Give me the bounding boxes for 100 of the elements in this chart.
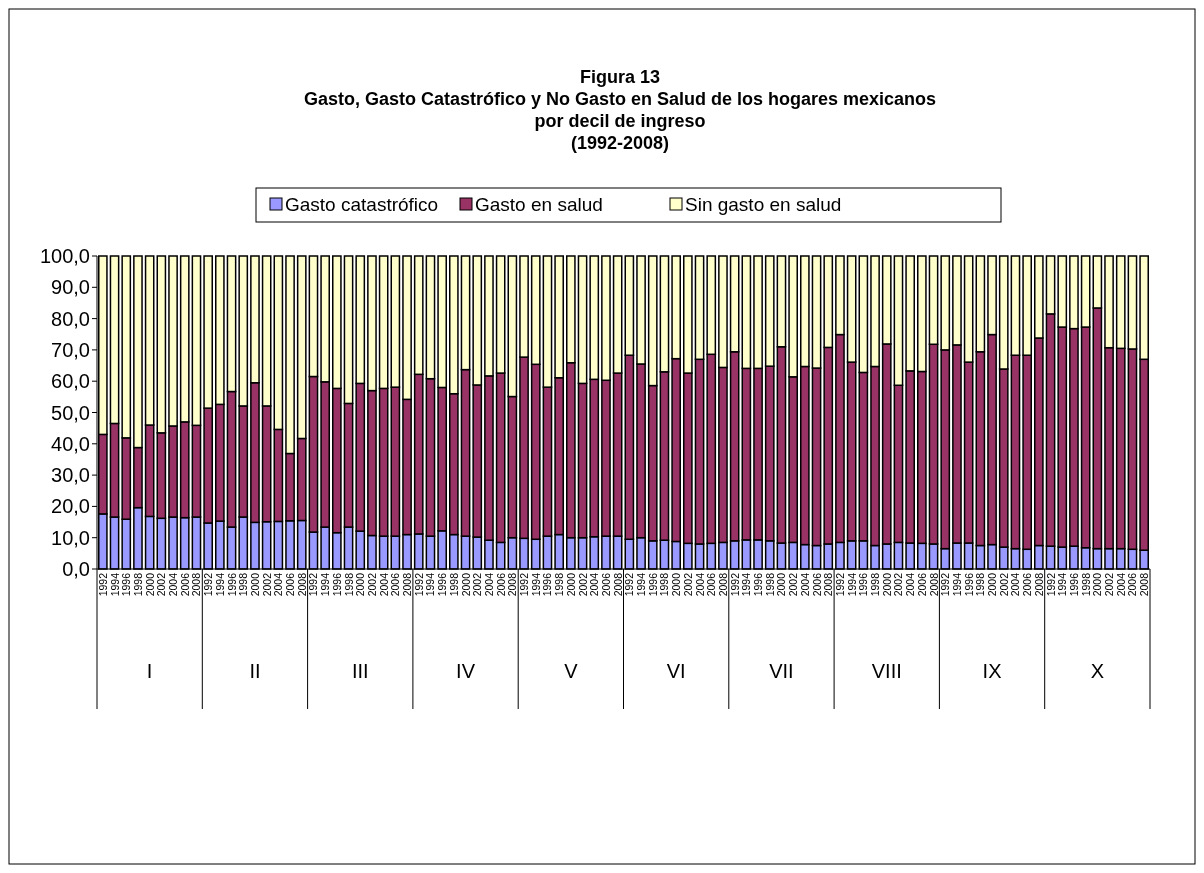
x-tick-label: 2006 [705,572,718,597]
x-tick-label: 2008 [716,572,729,597]
text: III [351,660,369,682]
chart-title: Figura 13 Gasto, Gasto Catastrófico y No Gasto en Salud de los hogares mexicanos por decil de ingreso (1992-2008) [303,67,937,153]
x-tick-label: 1996 [752,572,765,597]
x-tick-label: 1998 [553,572,566,597]
x-tick-label: 1994 [213,572,226,597]
y-tick-label: 40,0 [51,432,90,455]
x-tick-label: 2004 [377,572,390,597]
x-tick-label: 2008 [822,572,835,597]
x-tick-label: 2004 [167,572,180,597]
y-tick-label: 50,0 [51,401,90,424]
text: VIII [871,660,902,682]
x-tick-label: 1996 [120,572,133,597]
x-tick-label: 1994 [845,572,858,597]
x-tick-label: 2004 [1114,572,1127,597]
x-tick-label: 1998 [237,572,250,597]
text: IV [456,660,476,682]
y-tick-label: 90,0 [51,276,90,299]
x-tick-label: 2000 [248,572,261,597]
text: II [249,660,261,682]
x-tick-label: 2006 [599,572,612,597]
x-tick-label: 1992 [412,572,425,597]
x-tick-label: 1994 [319,572,332,597]
x-tick-label: 1998 [1079,572,1092,597]
x-tick-label: 2008 [190,572,203,597]
x-tick-label: 1994 [424,572,437,597]
y-tick-label: 0,0 [62,558,90,580]
x-tick-label: 1992 [623,572,636,597]
x-tick-label: 2004 [588,572,601,597]
x-tick-label: 2006 [1021,572,1034,597]
x-tick-label: 2008 [611,572,624,597]
text: X [1090,660,1105,682]
x-tick-label: 2006 [389,572,402,597]
x-tick-label: 1996 [541,572,554,597]
x-tick-label: 1994 [740,572,753,597]
x-tick-label: 2000 [986,572,999,597]
x-tick-label: 2002 [576,572,589,597]
text: IX [982,660,1002,682]
y-tick-label: 30,0 [51,464,90,487]
x-tick-label: 2000 [670,572,683,597]
text: I [146,660,153,682]
x-tick-label: 2004 [1009,572,1022,597]
x-tick-label: 1996 [646,572,659,597]
y-tick-label: 20,0 [51,495,90,518]
y-tick-label: 80,0 [51,307,90,330]
x-tick-label: 2008 [927,572,940,597]
x-tick-label: 1996 [330,572,343,597]
x-tick-label: 2002 [155,572,168,597]
x-tick-label: 2000 [775,572,788,597]
x-tick-label: 2008 [1032,572,1045,597]
x-tick-label: 1992 [307,572,320,597]
x-tick-label: 2006 [178,572,191,597]
x-tick-label: 1994 [1056,572,1069,597]
x-tick-label: 2006 [494,572,507,597]
x-tick-label: 2008 [401,572,414,597]
x-tick-label: 2000 [880,572,893,597]
x-tick-label: 1994 [635,572,648,597]
x-tick-label: 2000 [354,572,367,597]
x-tick-label: 1996 [857,572,870,597]
x-tick-label: 2004 [272,572,285,597]
x-tick-label: 1994 [529,572,542,597]
x-tick-label: 1992 [518,572,531,597]
x-tick-label: 1996 [225,572,238,597]
x-tick-label: 2008 [1138,572,1151,597]
y-tick-label: 100,0 [39,245,90,267]
x-tick-label: 2006 [810,572,823,597]
x-tick-label: 2004 [482,572,495,597]
x-tick-label: 1994 [108,572,121,597]
x-tick-label: 2004 [904,572,917,597]
x-tick-label: 1998 [131,572,144,597]
x-tick-label: 2008 [295,572,308,597]
x-tick-label: 1992 [833,572,846,597]
text: V [564,660,579,682]
x-tick-label: 1998 [447,572,460,597]
x-tick-label: 1998 [974,572,987,597]
x-tick-label: 1992 [202,572,215,597]
x-tick-label: 2000 [459,572,472,597]
x-tick-label: 2004 [798,572,811,597]
x-tick-label: 1996 [962,572,975,597]
x-tick-label: 1998 [658,572,671,597]
x-tick-label: 2002 [681,572,694,597]
x-tick-label: 2002 [997,572,1010,597]
x-tick-label: 2004 [693,572,706,597]
x-tick-label: 2002 [787,572,800,597]
y-tick-label: 60,0 [51,370,90,393]
x-tick-label: 1992 [96,572,109,597]
x-tick-label: 2008 [506,572,519,597]
x-tick-label: 1992 [939,572,952,597]
y-tick-label: 70,0 [51,338,90,361]
x-tick-label: 1992 [728,572,741,597]
x-tick-label: 1998 [763,572,776,597]
x-tick-label: 1996 [1067,572,1080,597]
y-tick-label: 10,0 [51,526,90,549]
x-tick-label: 2002 [1103,572,1116,597]
legend-label: Gasto catastrófico [285,194,439,215]
x-tick-label: 2002 [471,572,484,597]
x-tick-label: 2000 [564,572,577,597]
legend-label: Sin gasto en salud [685,194,842,215]
x-tick-label: 1996 [436,572,449,597]
